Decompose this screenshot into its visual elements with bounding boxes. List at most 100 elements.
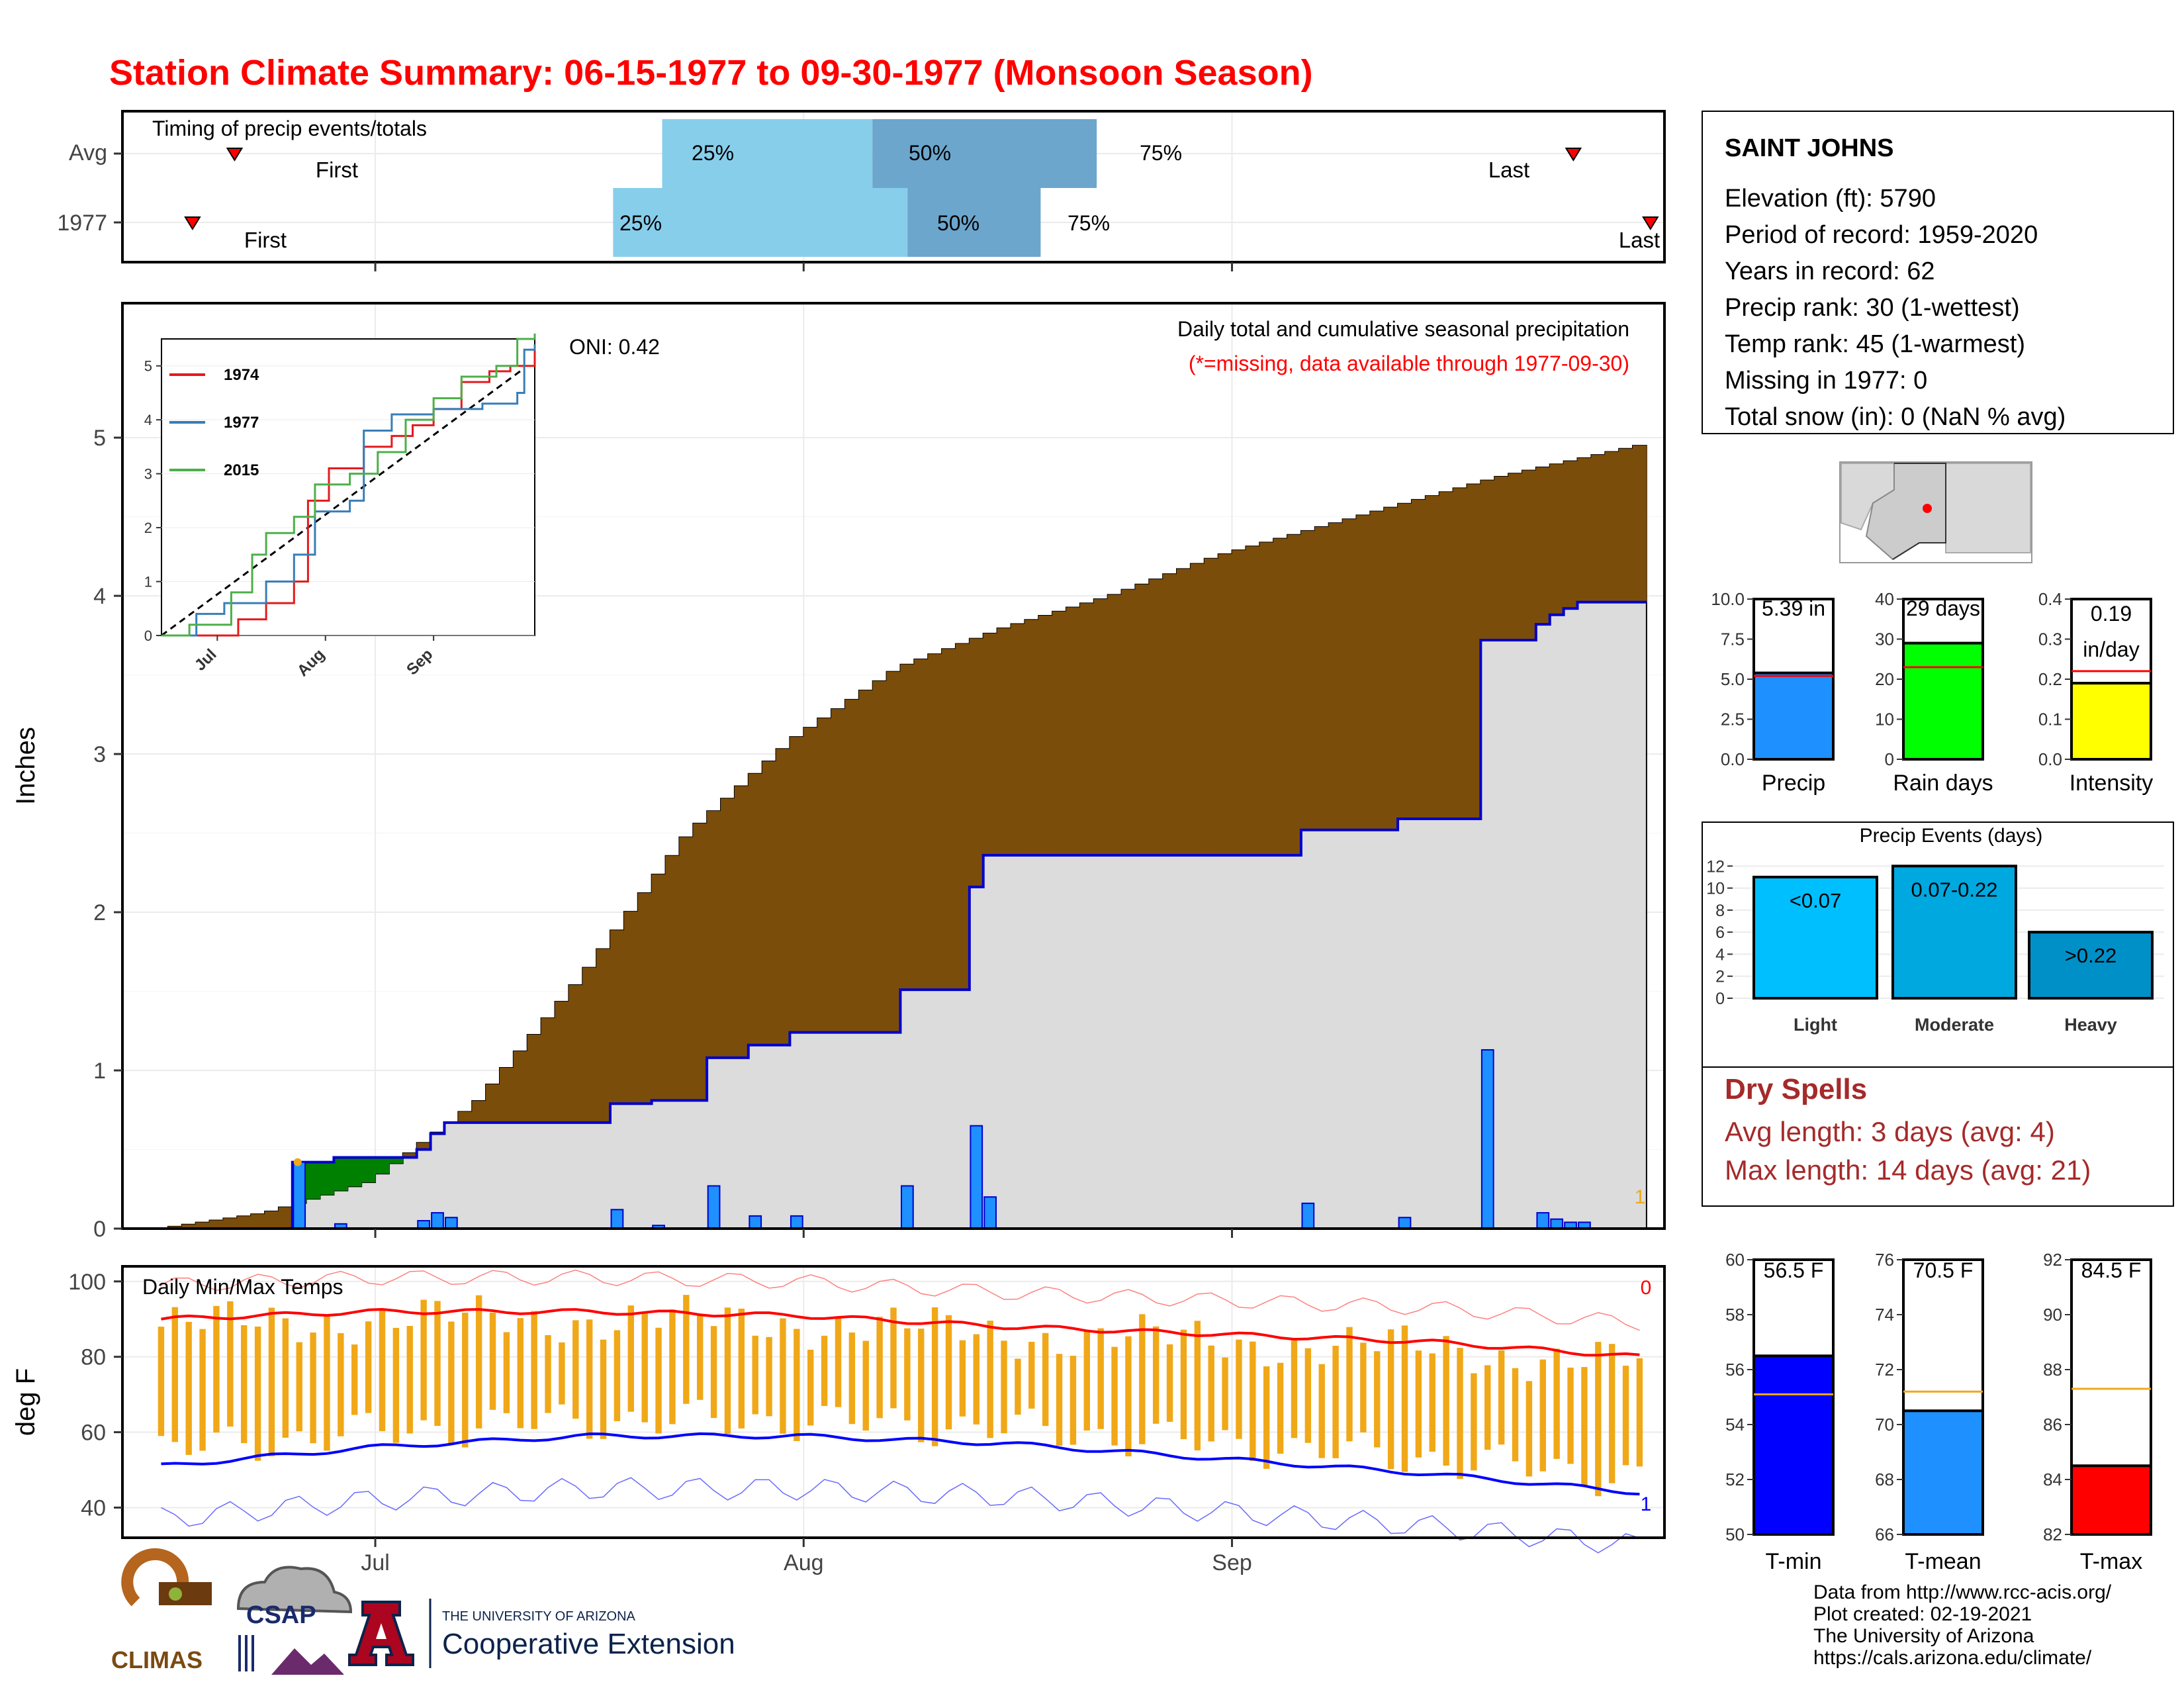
summary-bar-value-text-1: 29 days	[1906, 596, 1980, 620]
main-ytick-label-2: 2	[93, 900, 106, 925]
cum-diff-step-14	[347, 1157, 362, 1187]
timing-marker-1-0	[184, 216, 201, 230]
summary-bar-label-2: Intensity	[2070, 771, 2154, 796]
temp-summary-ytick-label-1-4: 74	[1875, 1305, 1894, 1325]
credit-line-2: Plot created: 02-19-2021	[1813, 1603, 2032, 1625]
temp-summary-panel-1: 66 68 70 72 74 76 70.5 F T-mean	[1875, 1250, 1984, 1574]
cum-diff-step-8	[265, 1211, 279, 1229]
temp-summary-ytick-label-2-1: 84	[2043, 1470, 2062, 1489]
events-ytick-label-3: 6	[1715, 923, 1725, 942]
summary-bar-ytick-label-2-4: 0.4	[2038, 589, 2062, 609]
main-ytick-label-5: 5	[93, 426, 106, 451]
daily-temp-bar-7	[254, 1327, 261, 1461]
summary-bar-value-text-0: 5.39 in	[1762, 596, 1825, 620]
temp-summary-ytick-label-0-3: 56	[1725, 1360, 1745, 1380]
cum-diff-step-97	[1494, 476, 1509, 641]
events-bar-range-Light: <0.07	[1790, 889, 1841, 912]
dry-spells-avg: Avg length: 3 days (avg: 4)	[1725, 1116, 2055, 1147]
summary-bar-ytick-label-2-3: 0.3	[2038, 630, 2062, 649]
cum-diff-step-36	[651, 874, 666, 1101]
timing-bar-q25-q50-0	[662, 119, 873, 188]
daily-temp-bar-94	[1457, 1348, 1463, 1479]
cum-diff-step-24	[486, 1084, 500, 1123]
daily-temp-bar-71	[1139, 1314, 1146, 1444]
daily-temp-bar-50	[848, 1332, 856, 1425]
cum-diff-step-103	[1577, 457, 1592, 602]
daily-temp-bar-24	[489, 1312, 496, 1410]
events-category-Heavy: Heavy	[2064, 1015, 2117, 1035]
summary-bar-ytick-label-1-1: 10	[1875, 710, 1894, 729]
climas-logo: CLIMAS	[111, 1548, 212, 1673]
ua-big-text: Cooperative Extension	[442, 1628, 735, 1660]
daily-temp-bar-52	[876, 1317, 883, 1419]
cum-diff-step-88	[1370, 511, 1385, 830]
temp-summary-ytick-label-0-4: 58	[1725, 1305, 1745, 1325]
timing-1977-first-label: First	[244, 228, 287, 252]
inset-ytick-label-2: 2	[144, 520, 152, 536]
cum-diff-step-28	[541, 1017, 555, 1123]
summary-bar-ytick-label-1-0: 0	[1885, 749, 1894, 769]
daily-temp-bar-45	[780, 1318, 786, 1434]
daily-temp-bar-32	[600, 1339, 607, 1439]
cum-diff-step-56	[928, 654, 942, 990]
daily-precip-bar-83	[1301, 1202, 1315, 1230]
daily-temp-bar-105	[1608, 1344, 1615, 1483]
cum-diff-step-106	[1619, 448, 1633, 602]
cum-diff-step-53	[886, 671, 901, 1033]
daily-temp-bar-97	[1498, 1350, 1505, 1445]
daily-temp-bar-103	[1581, 1367, 1588, 1485]
csap-logo: CSAP	[236, 1566, 353, 1675]
temp-ytick-label-2: 80	[81, 1345, 106, 1370]
daily-precip-bar-46	[790, 1215, 803, 1230]
summary-bar-value-text-2: 0.19	[2091, 602, 2132, 626]
temp-count-top: 0	[1641, 1277, 1652, 1299]
timing-avg-q75-label: 75%	[1140, 141, 1182, 165]
summary-bar-value-2	[2070, 682, 2152, 761]
daily-temp-bar-96	[1484, 1365, 1491, 1450]
daily-temp-bar-9	[282, 1318, 289, 1438]
inset-ytick-label-4: 4	[144, 412, 152, 428]
cum-diff-step-95	[1467, 484, 1481, 820]
daily-temp-bar-63	[1028, 1342, 1035, 1409]
daily-temp-bar-25	[503, 1332, 510, 1413]
daily-temp-bar-83	[1304, 1348, 1312, 1443]
daily-temp-bar-86	[1346, 1327, 1353, 1442]
station-name: SAINT JOHNS	[1725, 134, 1893, 162]
inset-average-line	[161, 367, 525, 637]
cum-diff-step-4	[209, 1220, 224, 1229]
timing-avg-first-label: First	[316, 158, 358, 182]
station-line-4: Precip rank: 30 (1-wettest)	[1725, 294, 2020, 322]
inset-ytick-label-0: 0	[144, 628, 152, 644]
daily-temp-bar-38	[683, 1295, 690, 1404]
cum-diff-step-69	[1107, 594, 1122, 856]
daily-temp-bar-16	[379, 1309, 386, 1431]
daily-temp-bar-58	[959, 1340, 966, 1417]
station-line-7: Total snow (in): 0 (NaN % avg)	[1725, 403, 2066, 431]
cum-diff-step-34	[623, 912, 639, 1104]
cum-diff-step-91	[1411, 499, 1426, 820]
cum-diff-step-87	[1356, 515, 1371, 830]
temp-summary-ytick-label-1-1: 68	[1875, 1470, 1894, 1489]
locator-map	[1839, 461, 2032, 563]
first-event-marker	[293, 1158, 302, 1166]
summary-bar-ytick-label-1-4: 40	[1875, 589, 1894, 609]
cum-diff-step-46	[790, 737, 804, 1033]
daily-temp-bar-53	[890, 1307, 897, 1409]
daily-temp-bar-90	[1401, 1325, 1408, 1472]
summary-bar-label-0: Precip	[1762, 771, 1825, 796]
events-ytick-label-4: 8	[1715, 902, 1725, 920]
temp-summary-panel-2: 82 84 86 88 90 92 84.5 F T-max	[2043, 1250, 2152, 1574]
temp-ylabel: deg F	[11, 1368, 40, 1436]
daily-temp-bar-54	[904, 1328, 911, 1421]
daily-temp-bar-35	[641, 1313, 648, 1423]
daily-temp-bar-61	[1001, 1340, 1007, 1434]
daily-temp-bar-80	[1263, 1366, 1270, 1469]
cum-diff-step-18	[402, 1152, 418, 1158]
daily-temp-bar-107	[1636, 1358, 1643, 1467]
station-line-2: Period of record: 1959-2020	[1725, 221, 2038, 249]
daily-temp-bar-8	[268, 1307, 275, 1457]
summary-bar-panel-0: 0.0 2.5 5.0 7.5 10.0 Precip 5.39 in	[1711, 589, 1835, 796]
temp-summary-ytick-label-2-2: 86	[2043, 1415, 2062, 1434]
daily-temp-bar-92	[1429, 1353, 1435, 1452]
